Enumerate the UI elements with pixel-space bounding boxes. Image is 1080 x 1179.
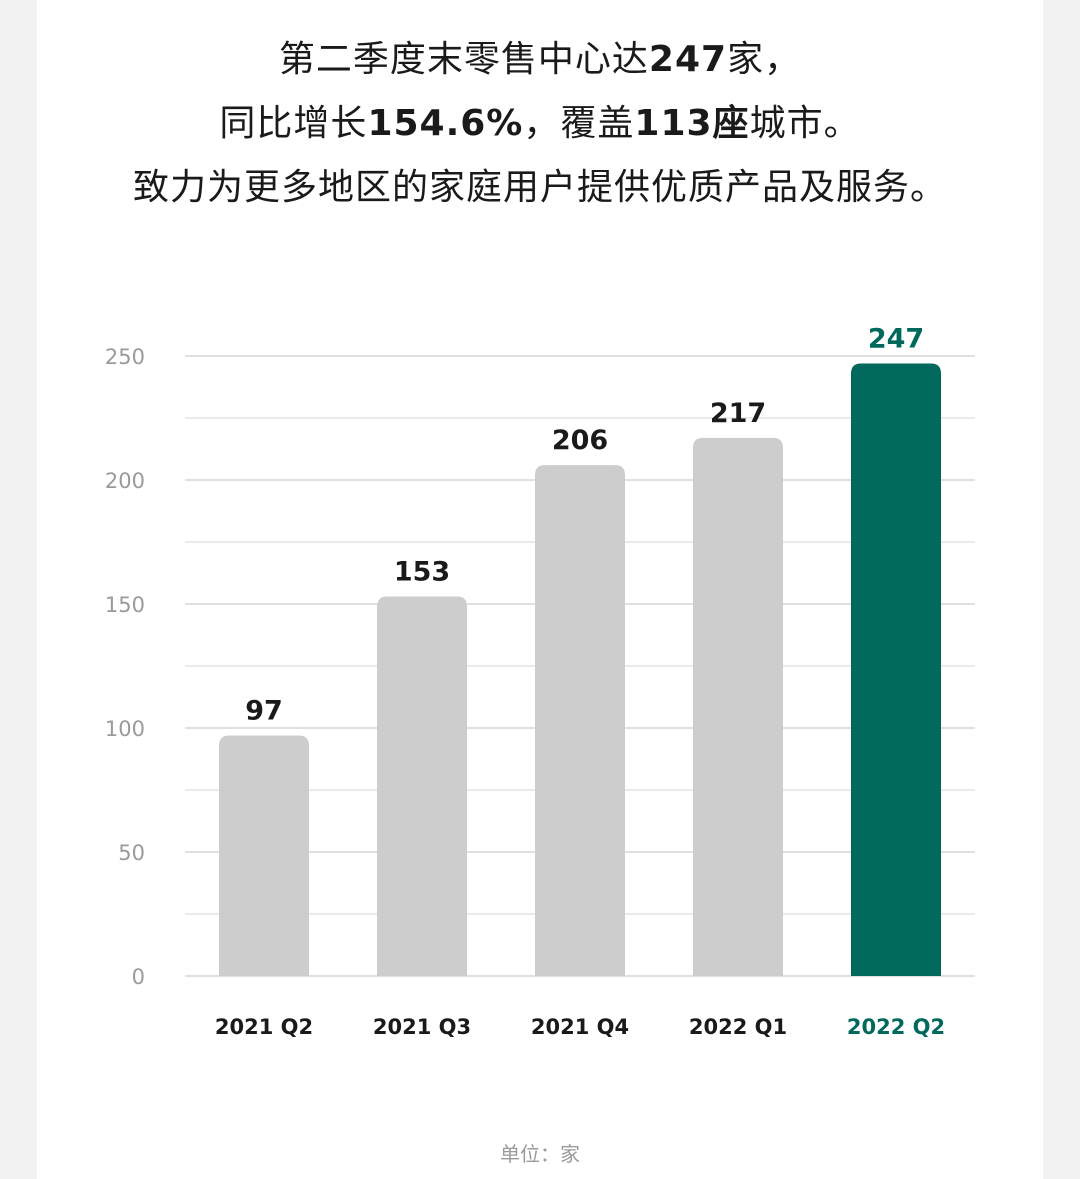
bar-2022-Q2: [851, 363, 941, 976]
bar-2021-Q3: [377, 597, 467, 976]
unit-label: 单位：家: [37, 1138, 1043, 1167]
x-tick-label: 2022 Q2: [847, 1015, 945, 1039]
data-label: 247: [868, 323, 924, 354]
x-tick-label: 2021 Q3: [373, 1015, 471, 1039]
bar-2022-Q1: [693, 438, 783, 976]
y-tick-label: 100: [105, 717, 145, 741]
y-tick-label: 250: [105, 345, 145, 369]
x-tick-label: 2021 Q2: [215, 1015, 313, 1039]
x-tick-label: 2021 Q4: [531, 1015, 629, 1039]
data-label: 206: [552, 425, 608, 456]
bar-2021-Q4: [535, 465, 625, 976]
y-tick-label: 150: [105, 593, 145, 617]
y-tick-label: 200: [105, 469, 145, 493]
y-tick-label: 50: [118, 841, 145, 865]
bar-chart: 0 50 100 150 200 250 97 2021 Q2 153 2021 Q3 206 202…: [37, 0, 1043, 1100]
x-tick-label: 2022 Q1: [689, 1015, 787, 1039]
data-label: 97: [245, 695, 283, 726]
chart-card: 第二季度末零售中心达247家， 同比增长154.6%，覆盖113座城市。 致力为…: [37, 0, 1043, 1179]
data-label: 153: [394, 557, 450, 588]
y-tick-label: 0: [132, 965, 145, 989]
bar-2021-Q2: [219, 735, 309, 976]
data-label: 217: [710, 398, 766, 429]
